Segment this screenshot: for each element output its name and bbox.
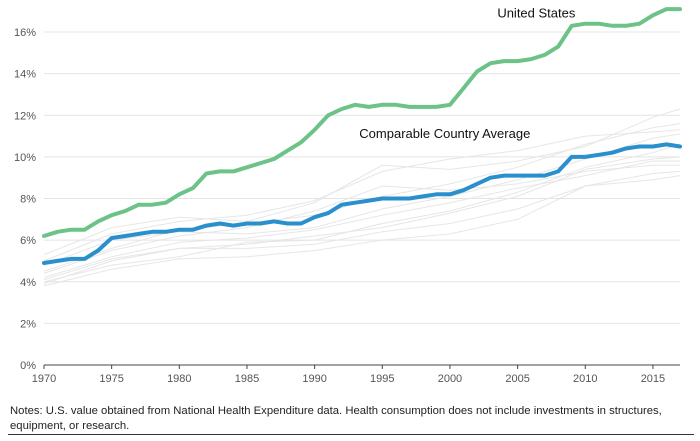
y-tick-label: 2% <box>20 318 36 330</box>
x-tick-label: 1985 <box>235 373 259 385</box>
x-tick-label: 1980 <box>167 373 191 385</box>
x-tick-label: 2010 <box>573 373 597 385</box>
chart-notes: Notes: U.S. value obtained from National… <box>10 405 662 432</box>
background-country-line <box>43 164 680 274</box>
y-tick-label: 6% <box>20 235 36 247</box>
x-axis-tick-labels: 1970 1975 1980 1985 1990 1995 2000 2005 2010 2015 <box>32 373 665 385</box>
series-lines <box>42 7 682 265</box>
x-tick-label: 2000 <box>438 373 462 385</box>
x-tick-label: 2015 <box>641 373 665 385</box>
y-tick-label: 10% <box>14 152 36 164</box>
y-axis-tick-labels: 0% 2% 4% 6% 8% 10% 12% 14% 16% <box>14 27 36 372</box>
x-tick-label: 2005 <box>505 373 529 385</box>
background-country-line <box>43 129 681 262</box>
x-tick-label: 1995 <box>370 373 394 385</box>
background-country-line <box>43 156 681 281</box>
y-tick-label: 0% <box>20 360 36 372</box>
background-country-line <box>43 175 681 285</box>
x-tick-label: 1975 <box>99 373 123 385</box>
y-tick-label: 12% <box>14 110 36 122</box>
background-country-line <box>43 170 681 287</box>
background-country-line <box>43 108 681 256</box>
comparable-country-average-line <box>42 142 682 265</box>
background-country-lines <box>43 108 681 287</box>
united-states-label: United States <box>497 5 576 20</box>
y-tick-label: 16% <box>14 27 36 39</box>
y-tick-label: 14% <box>14 69 36 81</box>
background-country-line <box>43 143 681 283</box>
series-labels: United States Comparable Country Average <box>359 5 576 141</box>
background-country-line <box>43 160 680 279</box>
bottom-divider <box>8 434 694 435</box>
background-country-line <box>43 123 681 272</box>
gridlines <box>43 31 680 369</box>
line-chart: 0%2%4%6%8%10%12%14%16% 1970 1975 1980 1985 1… <box>14 5 682 385</box>
united-states-line <box>42 7 682 238</box>
y-tick-label: 8% <box>20 194 36 206</box>
x-tick-label: 1990 <box>302 373 326 385</box>
background-country-line <box>43 133 681 266</box>
x-tick-label: 1970 <box>32 373 56 385</box>
comparable-country-average-label: Comparable Country Average <box>359 126 530 141</box>
y-tick-label: 4% <box>20 277 36 289</box>
